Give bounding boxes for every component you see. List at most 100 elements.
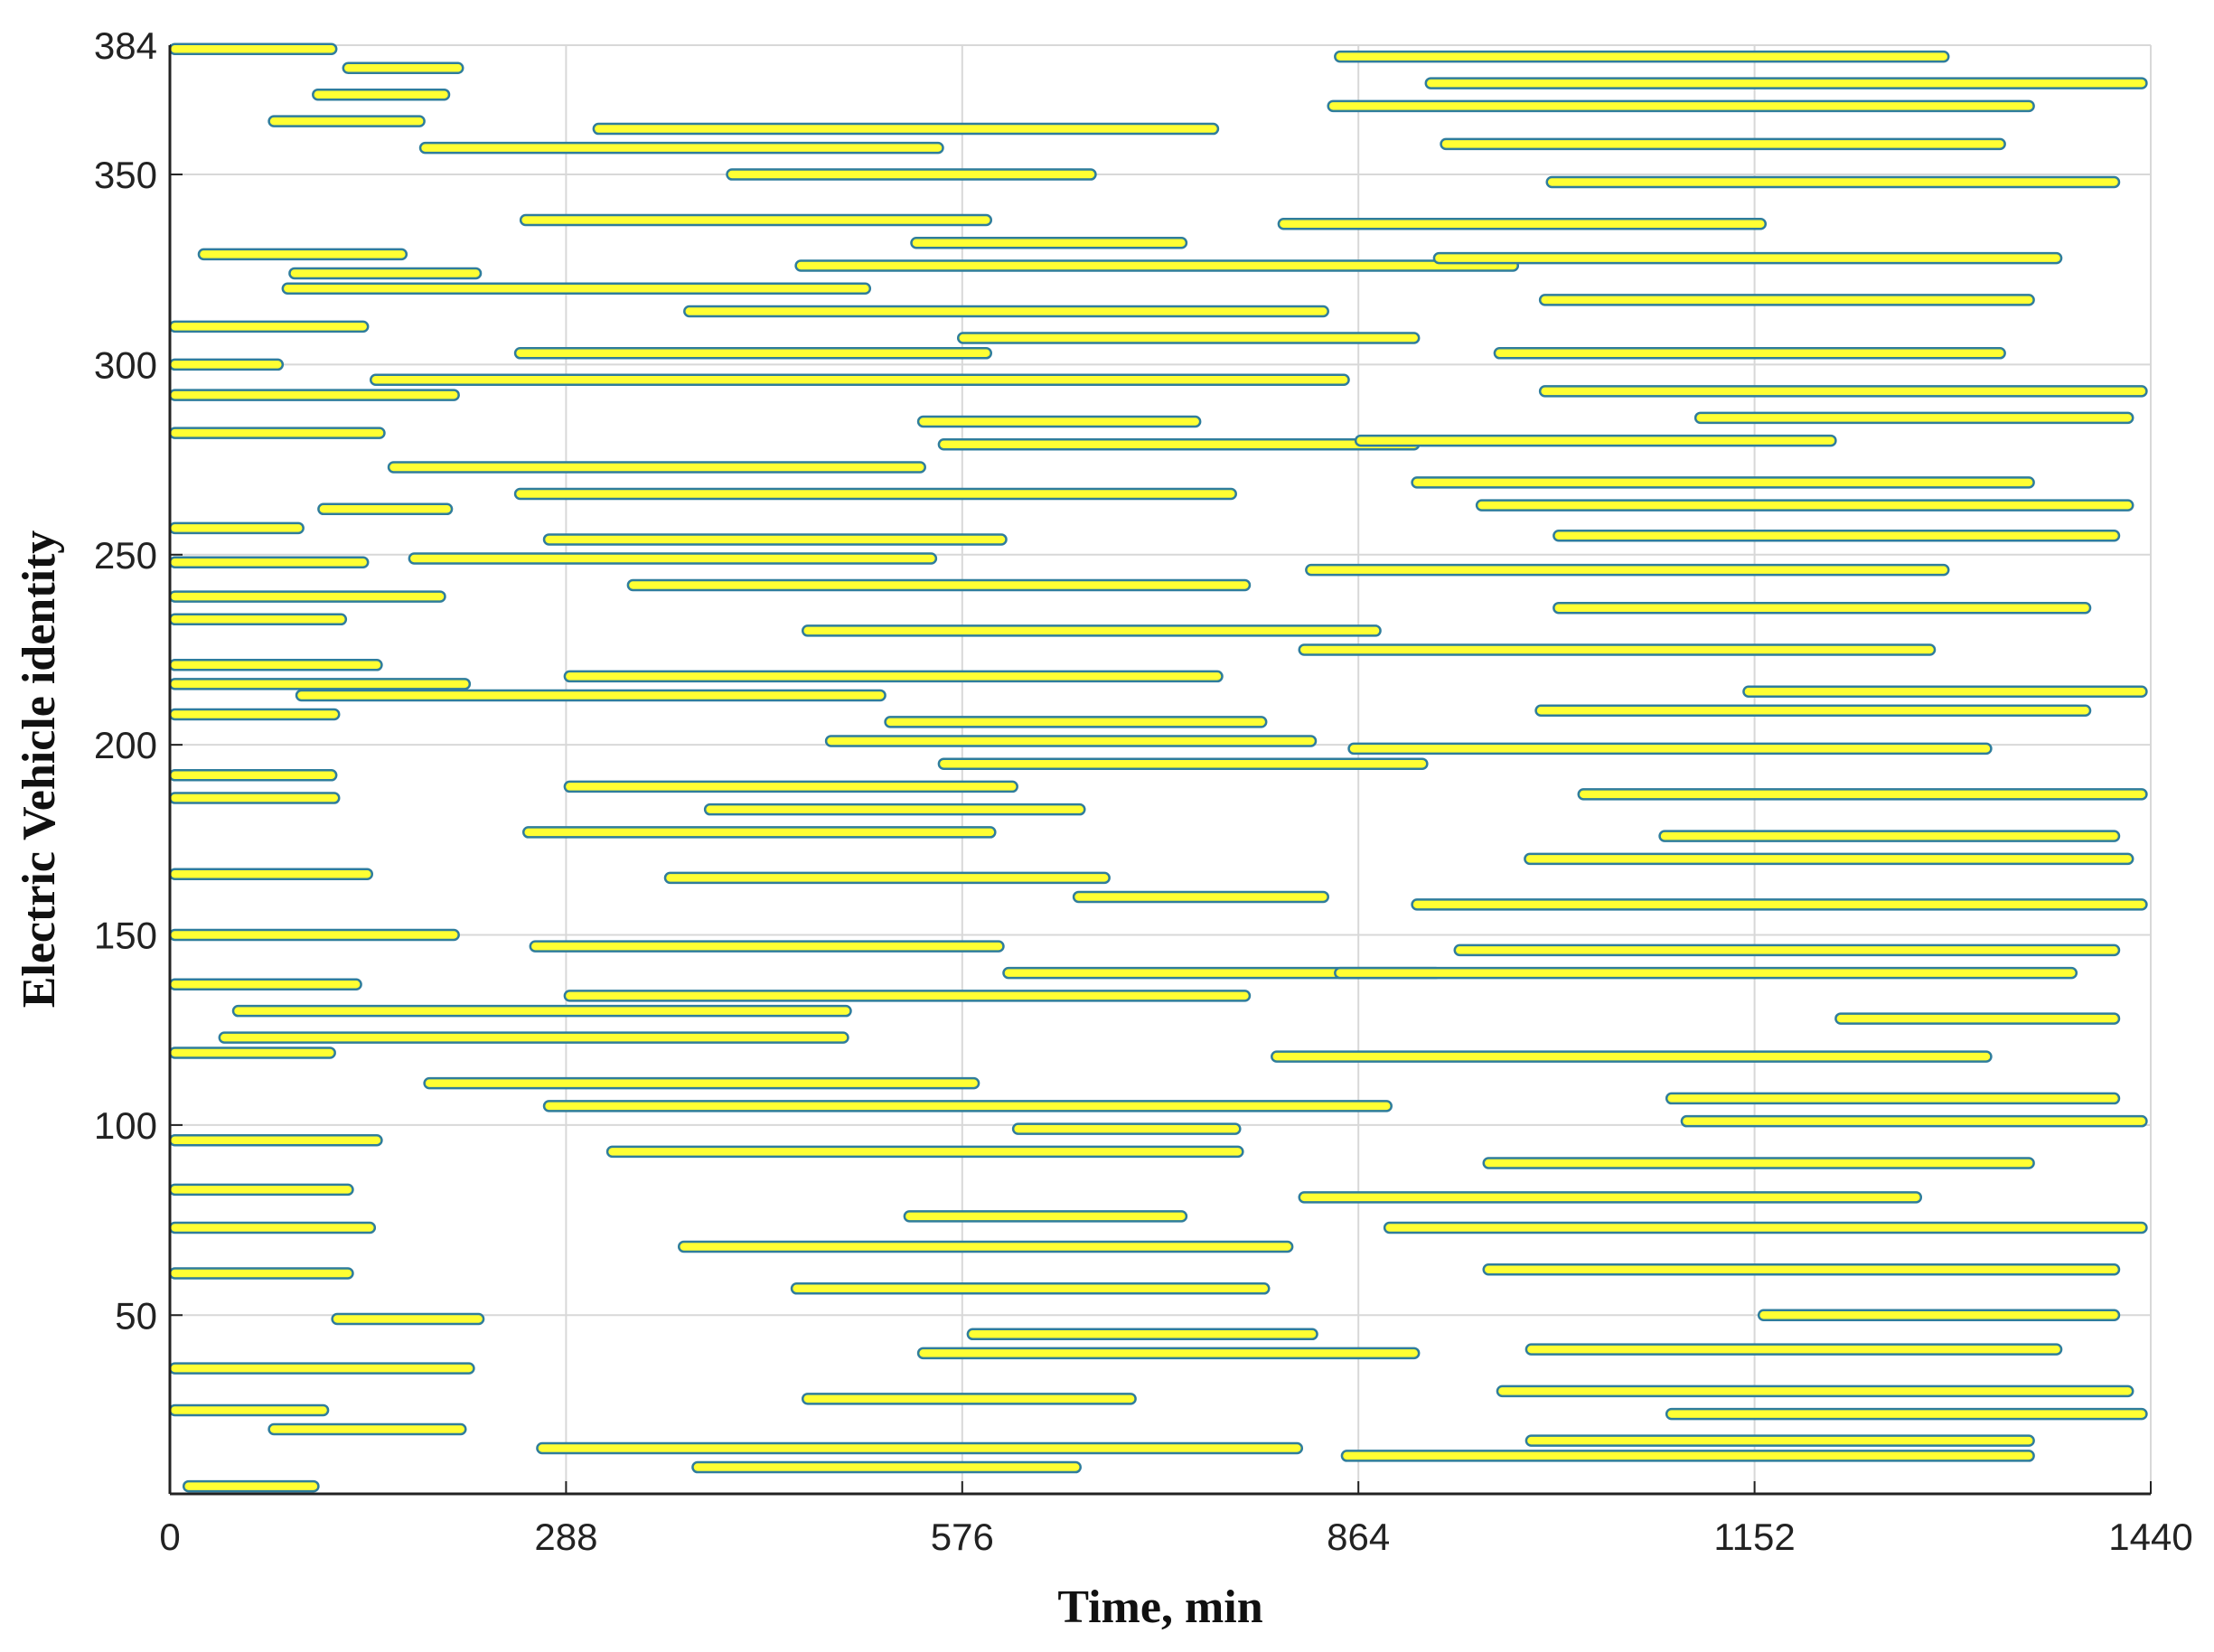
charging-interval <box>218 1031 849 1044</box>
charging-interval <box>1383 1221 2148 1234</box>
charging-interval <box>1553 529 2121 542</box>
charging-interval <box>281 282 872 296</box>
charging-interval <box>331 1312 485 1326</box>
charging-interval <box>1347 742 1993 756</box>
charging-interval <box>267 115 426 127</box>
charging-interval <box>956 332 1421 344</box>
charging-interval <box>1432 251 2063 265</box>
charging-interval <box>521 826 997 839</box>
charging-interval <box>423 1076 980 1090</box>
charging-interval <box>168 1183 354 1197</box>
charging-interval <box>418 141 944 155</box>
charging-interval <box>342 61 464 74</box>
x-tick-label: 1152 <box>1713 1516 1795 1558</box>
charging-interval <box>1475 499 2134 512</box>
charging-interval <box>168 427 386 439</box>
charging-interval <box>1693 411 2134 425</box>
charging-interval <box>1424 77 2148 89</box>
charging-interval <box>288 267 483 280</box>
charging-interval <box>168 1133 383 1147</box>
charging-interval <box>168 389 460 401</box>
charging-interval <box>536 1441 1304 1455</box>
charging-interval <box>168 1221 377 1234</box>
charging-interval <box>1524 1434 2035 1447</box>
charging-interval <box>542 533 1008 546</box>
charging-interval <box>1493 347 2006 360</box>
charging-interval <box>1453 943 2121 957</box>
charging-interval <box>563 670 1224 683</box>
y-tick-label: 150 <box>94 915 157 957</box>
charging-interval <box>801 624 1382 637</box>
charging-interval <box>1277 217 1768 230</box>
charging-interval <box>168 590 446 603</box>
charging-interval <box>312 88 451 101</box>
charging-interval <box>513 347 993 360</box>
charging-interval <box>1298 643 1937 656</box>
charging-interval <box>1534 704 2092 718</box>
charging-interval <box>168 521 305 535</box>
charging-interval <box>1354 434 1837 447</box>
charging-interval <box>563 990 1252 1002</box>
charging-interval <box>916 1347 1421 1360</box>
charging-interval <box>1680 1114 2148 1128</box>
y-tick-label: 350 <box>94 154 157 196</box>
charging-interval <box>1524 852 2134 866</box>
charging-interval <box>317 502 454 516</box>
charging-interval <box>1553 601 2092 615</box>
charging-interval <box>1411 476 2035 489</box>
charging-interval <box>1742 685 2148 698</box>
y-tick-label: 250 <box>94 534 157 577</box>
charging-interval <box>1658 830 2121 842</box>
charging-interval <box>726 168 1097 181</box>
charging-interval <box>267 1422 467 1436</box>
y-tick-label: 100 <box>94 1104 157 1147</box>
charging-interval <box>519 213 993 227</box>
charging-interval <box>1334 50 1950 63</box>
charging-interval <box>168 792 341 804</box>
charging-interval <box>168 1362 475 1375</box>
charging-interval <box>168 928 460 942</box>
charging-interval <box>801 1393 1137 1405</box>
charging-interval <box>1757 1309 2121 1322</box>
charging-interval <box>1334 966 2078 980</box>
charging-interval <box>1545 175 2121 189</box>
charging-interval <box>1340 1450 2035 1462</box>
y-tick-label: 384 <box>94 24 157 67</box>
charging-interval <box>703 803 1086 816</box>
charging-interval <box>168 708 341 721</box>
y-tick-label: 300 <box>94 343 157 386</box>
charging-interval <box>168 978 362 990</box>
charging-interval <box>513 487 1237 501</box>
charging-interval <box>387 461 926 474</box>
charging-interval <box>1440 137 2006 151</box>
charging-interval <box>794 259 1520 272</box>
charging-interval <box>903 1210 1188 1223</box>
charging-interval <box>937 757 1429 770</box>
charging-interval <box>884 716 1268 728</box>
charging-interval <box>1482 1263 2121 1276</box>
charging-interval <box>592 122 1220 136</box>
charging-interval <box>910 237 1188 249</box>
charging-interval <box>966 1328 1318 1341</box>
x-axis-title: Time, min <box>1057 1582 1262 1633</box>
charging-interval <box>369 373 1350 386</box>
x-tick-label: 576 <box>931 1516 994 1558</box>
charging-interval <box>1577 788 2148 801</box>
charging-interval <box>231 1004 852 1018</box>
charging-interval <box>916 415 1202 428</box>
charging-interval <box>408 552 938 565</box>
charging-interval <box>1327 99 2035 113</box>
y-tick-label: 50 <box>115 1294 157 1337</box>
charging-interval <box>1011 1122 1242 1135</box>
charging-interval <box>168 1267 354 1280</box>
charging-interval <box>1298 1191 1923 1204</box>
charging-interval <box>605 1145 1244 1159</box>
x-tick-label: 0 <box>159 1516 180 1558</box>
charging-interval <box>677 1240 1294 1253</box>
charging-interval <box>168 1047 336 1059</box>
charging-interval <box>626 578 1252 592</box>
charging-interval <box>168 358 285 371</box>
x-tick-label: 288 <box>534 1516 597 1558</box>
charging-interval <box>1305 563 1950 577</box>
charging-interval <box>937 438 1421 451</box>
